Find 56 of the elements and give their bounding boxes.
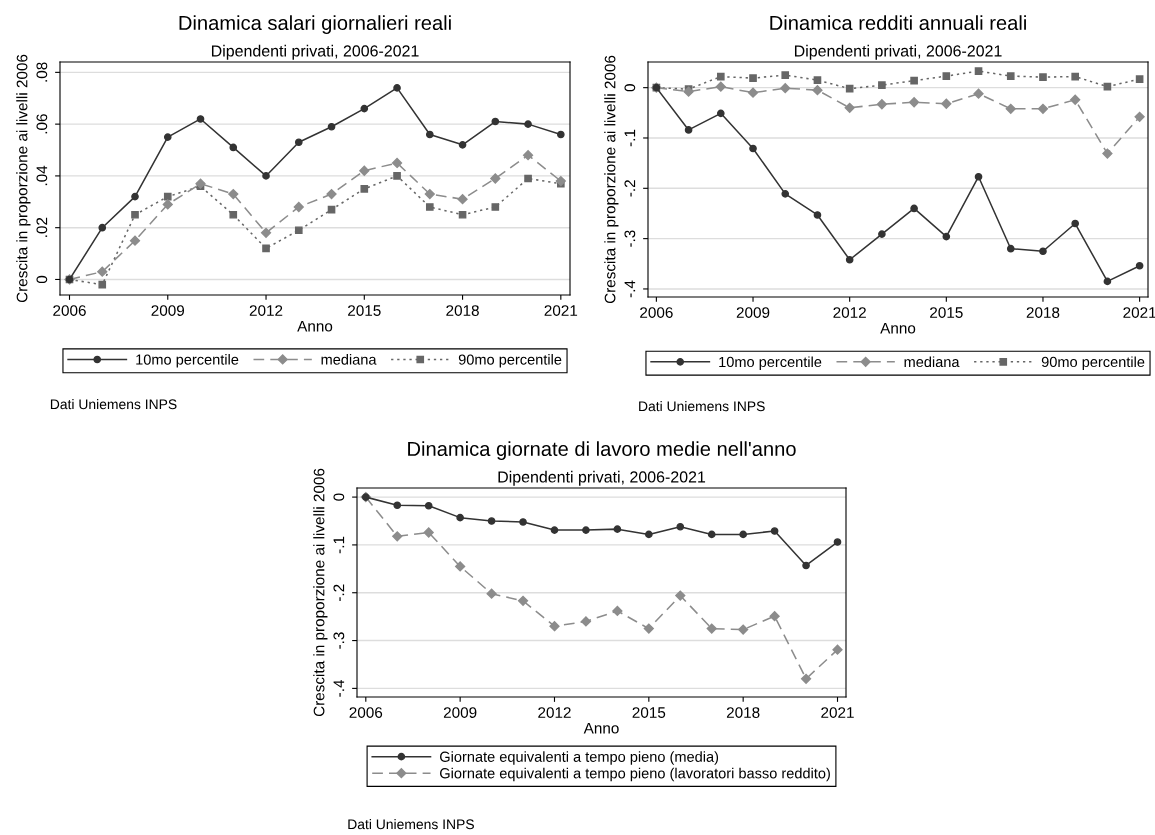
x-tick-label: 2009 (151, 305, 185, 316)
x-axis-title: Anno (583, 722, 619, 734)
y-tick-label: .08 (36, 62, 48, 82)
x-tick-label: 2018 (1026, 307, 1060, 318)
x-tick-label: 2009 (736, 307, 770, 318)
y-axis-title: Crescita in proporzione ai livelli 2006 (16, 54, 31, 303)
y-axis-title: Crescita in proporzione ai livelli 2006 (604, 55, 619, 304)
x-axis-title: Anno (297, 320, 333, 332)
y-axis-title: Crescita in proporzione ai livelli 2006 (313, 468, 328, 717)
legend-label: Giornate equivalenti a tempo pieno (lavoratori basso reddito) (440, 767, 830, 782)
legend-label: Giornate equivalenti a tempo pieno (media) (440, 751, 719, 765)
text: Dati Uniemens INPS (639, 401, 765, 412)
text: Dati Uniemens INPS (348, 819, 474, 830)
x-tick-label: 2018 (726, 707, 760, 718)
legend-label: 10mo percentile (719, 356, 822, 370)
chart-subtitle: Dipendenti privati, 2006-2021 (211, 44, 419, 60)
y-tick-label: -.4 (333, 679, 345, 697)
x-tick-label: 2012 (249, 305, 283, 316)
legend-label: mediana (321, 354, 377, 365)
x-tick-label: 2006 (640, 307, 673, 318)
chart-title: Dinamica redditi annuali reali (770, 15, 1026, 31)
y-tick-label: -.2 (333, 584, 345, 601)
y-tick-label: .06 (36, 114, 48, 134)
text: Dati Uniemens INPS (50, 399, 177, 410)
y-tick-label: -.3 (333, 632, 345, 649)
legend-label: 90mo percentile (1041, 356, 1145, 370)
y-tick-label: 0 (36, 275, 48, 284)
x-tick-label: 2012 (833, 307, 866, 318)
legend-label: mediana (904, 356, 960, 368)
y-tick-label: -.4 (624, 280, 636, 298)
x-tick-label: 2015 (632, 707, 666, 718)
x-tick-label: 2006 (349, 707, 383, 718)
chart-subtitle: Dipendenti privati, 2006-2021 (794, 44, 1002, 60)
x-tick-label: 2015 (930, 307, 963, 318)
x-tick-label: 2021 (544, 305, 578, 316)
x-tick-label: 2009 (443, 707, 477, 718)
x-tick-label: 2012 (538, 707, 571, 718)
x-tick-label: 2015 (348, 305, 381, 316)
x-tick-label: 2021 (821, 707, 854, 718)
y-tick-label: .02 (36, 217, 48, 237)
x-tick-label: 2006 (53, 305, 86, 316)
y-tick-label: -.1 (624, 129, 636, 147)
x-axis-title: Anno (880, 322, 916, 334)
chart-subtitle: Dipendenti privati, 2006-2021 (498, 470, 706, 486)
y-tick-label: .04 (36, 165, 48, 186)
legend-label: 10mo percentile (136, 354, 239, 368)
chart-title: Dinamica giornate di lavoro medie nell'anno (408, 441, 796, 460)
y-tick-label: 0 (624, 84, 636, 92)
y-tick-label: -.1 (333, 536, 345, 554)
x-tick-label: 2021 (1123, 307, 1155, 318)
y-tick-label: 0 (333, 493, 345, 501)
y-tick-label: -.2 (624, 180, 636, 197)
chart-title: Dinamica salari giornalieri reali (179, 15, 451, 34)
y-tick-label: -.3 (624, 230, 636, 247)
x-tick-label: 2018 (446, 305, 479, 316)
legend-label: 90mo percentile (458, 354, 562, 368)
